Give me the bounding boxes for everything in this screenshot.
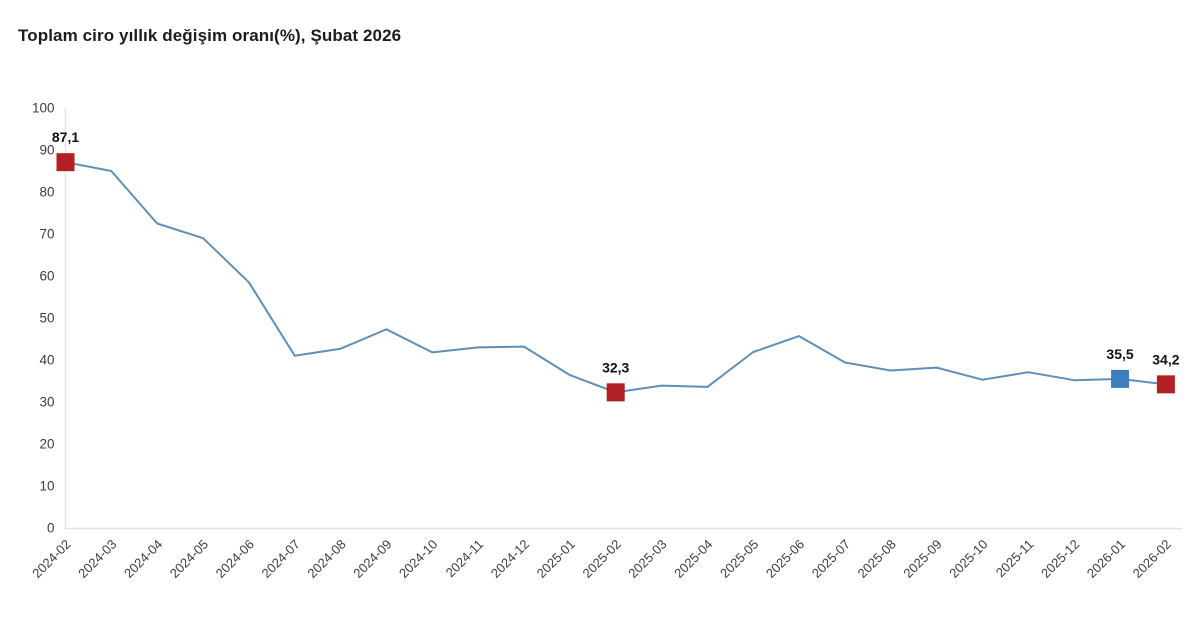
x-tick-label: 2024-05 (167, 537, 211, 581)
x-tick-label: 2024-04 (121, 537, 165, 581)
x-tick-label: 2025-02 (579, 537, 623, 581)
x-tick-label: 2025-03 (625, 537, 669, 581)
y-tick-label: 40 (39, 353, 54, 368)
y-tick-label: 10 (39, 479, 54, 494)
x-tick-label: 2025-07 (809, 537, 853, 581)
x-tick-label: 2025-04 (671, 537, 715, 581)
value-label-2026-02: 34,2 (1152, 351, 1179, 367)
x-tick-label: 2024-03 (75, 537, 119, 581)
x-tick-label: 2024-07 (259, 537, 303, 581)
value-label-2025-02: 32,3 (602, 359, 629, 375)
x-tick-label: 2024-10 (396, 537, 440, 581)
y-tick-label: 30 (39, 395, 54, 410)
data-point-marker-2026-02 (1156, 375, 1175, 394)
x-tick-label: 2025-09 (900, 537, 944, 581)
data-point-marker-2025-02 (606, 383, 625, 402)
x-tick-label: 2025-08 (855, 537, 899, 581)
data-point-marker-2026-01 (1111, 369, 1130, 388)
y-tick-label: 50 (39, 311, 54, 326)
chart-title: Toplam ciro yıllık değişim oranı(%), Şub… (18, 26, 402, 45)
y-tick-label: 60 (39, 269, 54, 284)
x-tick-label: 2024-09 (350, 537, 394, 581)
x-tick-label: 2025-06 (763, 537, 807, 581)
series-line (64, 161, 1167, 394)
value-label-2024-02: 87,1 (52, 129, 79, 145)
x-tick-label: 2026-02 (1130, 537, 1174, 581)
x-tick-label: 2024-06 (213, 537, 257, 581)
y-tick-label: 80 (39, 185, 54, 200)
x-tick-label: 2024-02 (29, 537, 73, 581)
x-tick-label: 2024-12 (488, 537, 532, 581)
x-tick-label: 2025-12 (1038, 537, 1082, 581)
data-point-marker-2024-02 (56, 153, 75, 172)
y-tick-label: 70 (39, 227, 54, 242)
x-tick-label: 2024-11 (443, 537, 487, 581)
x-tick-label: 2025-10 (946, 537, 990, 581)
y-tick-label: 100 (32, 101, 55, 116)
x-tick-label: 2025-01 (534, 537, 578, 581)
y-tick-label: 20 (39, 437, 54, 452)
y-tick-label: 0 (47, 521, 55, 536)
value-label-2026-01: 35,5 (1106, 346, 1133, 362)
x-tick-label: 2025-11 (993, 537, 1037, 581)
x-tick-label: 2026-01 (1084, 537, 1128, 581)
y-tick-label: 90 (39, 143, 54, 158)
x-tick-label: 2024-08 (304, 537, 348, 581)
x-tick-label: 2025-05 (717, 537, 761, 581)
